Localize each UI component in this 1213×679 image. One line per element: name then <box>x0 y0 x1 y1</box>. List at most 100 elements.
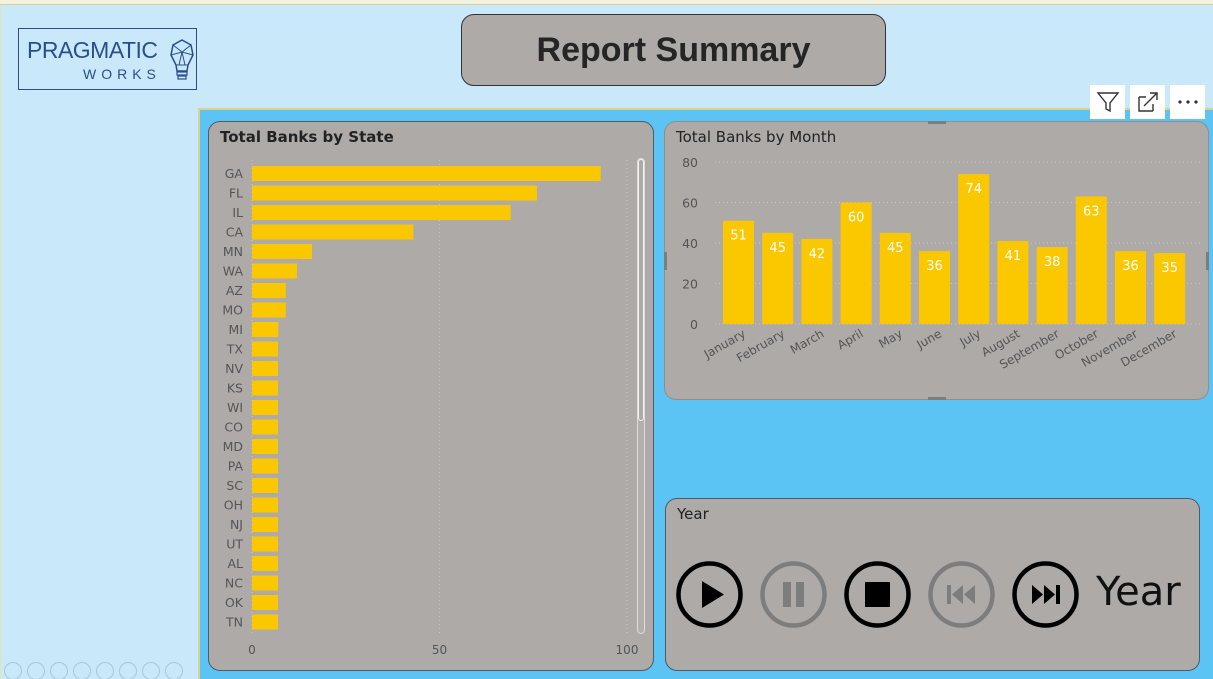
bar-WA <box>252 264 297 279</box>
month-column-chart: 02040608051January45February42March60Apr… <box>665 122 1208 399</box>
stop-button[interactable] <box>844 561 911 633</box>
x-tick-label: 0 <box>248 643 256 657</box>
play-axis-controls <box>676 561 1079 633</box>
toolbar-icon[interactable] <box>119 662 137 679</box>
resize-handle-top[interactable] <box>928 121 946 124</box>
y-tick-label: WI <box>227 400 243 415</box>
y-tick-label: CA <box>226 225 244 240</box>
bar-PA <box>252 459 278 474</box>
y-tick-label: 40 <box>682 236 698 251</box>
y-tick-label: AZ <box>226 283 243 298</box>
toolbar-icon[interactable] <box>50 662 68 679</box>
y-tick-label: MO <box>222 303 243 318</box>
y-tick-label: GA <box>225 166 244 181</box>
y-tick-label: NV <box>225 361 243 376</box>
y-tick-label: IL <box>232 205 243 220</box>
y-tick-label: SC <box>226 478 243 493</box>
data-label: 36 <box>1122 259 1139 274</box>
y-tick-label: UT <box>226 537 243 552</box>
toolbar-icon[interactable] <box>96 662 114 679</box>
bar-OH <box>252 498 278 513</box>
y-tick-label: 60 <box>682 196 698 211</box>
x-tick-label: May <box>876 326 904 351</box>
toolbar-icon[interactable] <box>27 662 45 679</box>
data-label: 38 <box>1044 255 1061 270</box>
bar-MD <box>252 439 278 454</box>
play-axis-label: Year <box>1096 569 1181 615</box>
pragmatic-works-logo: PRAGMATIC WORKS <box>18 28 197 90</box>
y-tick-label: OH <box>224 498 243 513</box>
x-tick-label: 100 <box>616 643 639 657</box>
data-label: 60 <box>848 211 865 226</box>
resize-handle-left[interactable] <box>664 252 667 270</box>
y-tick-label: 20 <box>682 277 698 292</box>
y-tick-label: 80 <box>682 155 698 170</box>
bar-AL <box>252 556 278 571</box>
bottom-toolbar <box>4 662 183 679</box>
resize-handle-right[interactable] <box>1206 252 1209 270</box>
year-play-axis-visual[interactable]: Year Year <box>665 498 1200 671</box>
bar-TX <box>252 342 278 357</box>
bar-GA <box>252 166 601 181</box>
bar-TN <box>252 615 278 630</box>
total-banks-by-month-visual[interactable]: Total Banks by Month 0 20 40 60 80 51 January 4… <box>664 121 1209 400</box>
total-banks-by-state-visual[interactable]: Total Banks by State 0 50 100 GA FL IL CA MN WA A… <box>208 121 654 671</box>
scrollbar-thumb[interactable] <box>638 159 644 421</box>
state-bar-chart: 0 50 100 GA FL IL CA MN WA AZ MO MI TX NV KS WI CO MD PA SC… <box>209 122 653 670</box>
bar-IL <box>252 205 511 220</box>
report-title-box: Report Summary <box>461 14 886 86</box>
play-button[interactable] <box>676 561 743 633</box>
data-label: 45 <box>769 241 786 256</box>
toolbar-icon[interactable] <box>142 662 160 679</box>
y-tick-label: AL <box>227 556 243 571</box>
x-tick-label: June <box>913 326 944 352</box>
year-visual-title: Year <box>677 505 709 523</box>
bar-CO <box>252 420 278 435</box>
data-label: 45 <box>887 241 904 256</box>
toolbar-icon[interactable] <box>4 662 22 679</box>
data-label: 36 <box>926 259 943 274</box>
data-label: 35 <box>1161 261 1178 276</box>
bar-AZ <box>252 283 286 298</box>
visual-header-toolbar <box>1090 85 1213 119</box>
toolbar-icon[interactable] <box>73 662 91 679</box>
y-tick-label: NJ <box>230 517 243 532</box>
data-label: 41 <box>1005 249 1022 264</box>
bar-UT <box>252 537 278 552</box>
bar-SC <box>252 478 278 493</box>
bar-NJ <box>252 517 278 532</box>
y-tick-label: MI <box>229 322 243 337</box>
y-tick-label: PA <box>228 459 244 474</box>
bar-KS <box>252 381 278 396</box>
previous-button[interactable] <box>928 561 995 633</box>
y-tick-label: CO <box>224 420 243 435</box>
pause-button[interactable] <box>760 561 827 633</box>
next-button[interactable] <box>1012 561 1079 633</box>
data-label: 51 <box>730 229 747 244</box>
bar-CA <box>252 225 413 240</box>
x-tick-label: 50 <box>432 643 447 657</box>
y-tick-label: KS <box>227 381 243 396</box>
bar-MN <box>252 244 312 259</box>
data-label: 74 <box>965 182 982 197</box>
y-tick-label: NC <box>225 576 243 591</box>
y-tick-label: MN <box>223 244 243 259</box>
toolbar-icon[interactable] <box>165 662 183 679</box>
resize-handle-bottom[interactable] <box>928 397 946 400</box>
bar-NV <box>252 361 278 376</box>
state-chart-scrollbar[interactable] <box>637 158 645 634</box>
focus-mode-icon[interactable] <box>1130 85 1165 119</box>
bar-MI <box>252 322 278 337</box>
x-tick-label: April <box>835 326 866 352</box>
y-tick-label: TX <box>226 342 244 357</box>
y-tick-label: WA <box>223 264 244 279</box>
y-tick-label: MD <box>223 439 243 454</box>
more-options-icon[interactable] <box>1170 85 1205 119</box>
data-label: 42 <box>809 247 826 262</box>
logo-line2: WORKS <box>83 66 161 82</box>
data-label: 63 <box>1083 204 1100 219</box>
page-title: Report Summary <box>537 31 811 70</box>
y-tick-label: FL <box>229 186 243 201</box>
filter-icon[interactable] <box>1090 85 1125 119</box>
y-tick-label: TN <box>225 615 243 630</box>
